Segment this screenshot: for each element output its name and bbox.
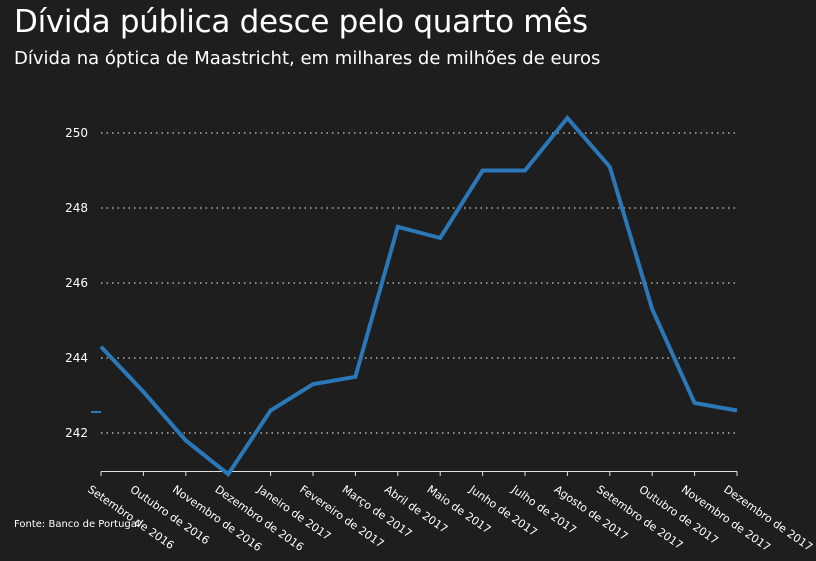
y-tick-label: 250 <box>65 126 88 140</box>
grid-lines <box>101 132 737 434</box>
y-tick-label: 242 <box>65 426 88 440</box>
series-layer <box>99 114 738 478</box>
chart-title: Dívida pública desce pelo quarto mês <box>14 4 588 40</box>
y-tick-label: 246 <box>65 276 88 290</box>
y-tick-label: 248 <box>65 201 88 215</box>
series-line <box>99 114 738 478</box>
y-tick-label: 244 <box>65 351 88 365</box>
source-note: Fonte: Banco de Portugal <box>14 519 140 530</box>
y-axis-ticks: 242 244 246 248 250 <box>65 126 88 440</box>
x-tick-label: Agosto de 2017 <box>552 483 631 543</box>
chart-subtitle: Dívida na óptica de Maastricht, em milha… <box>14 48 601 69</box>
